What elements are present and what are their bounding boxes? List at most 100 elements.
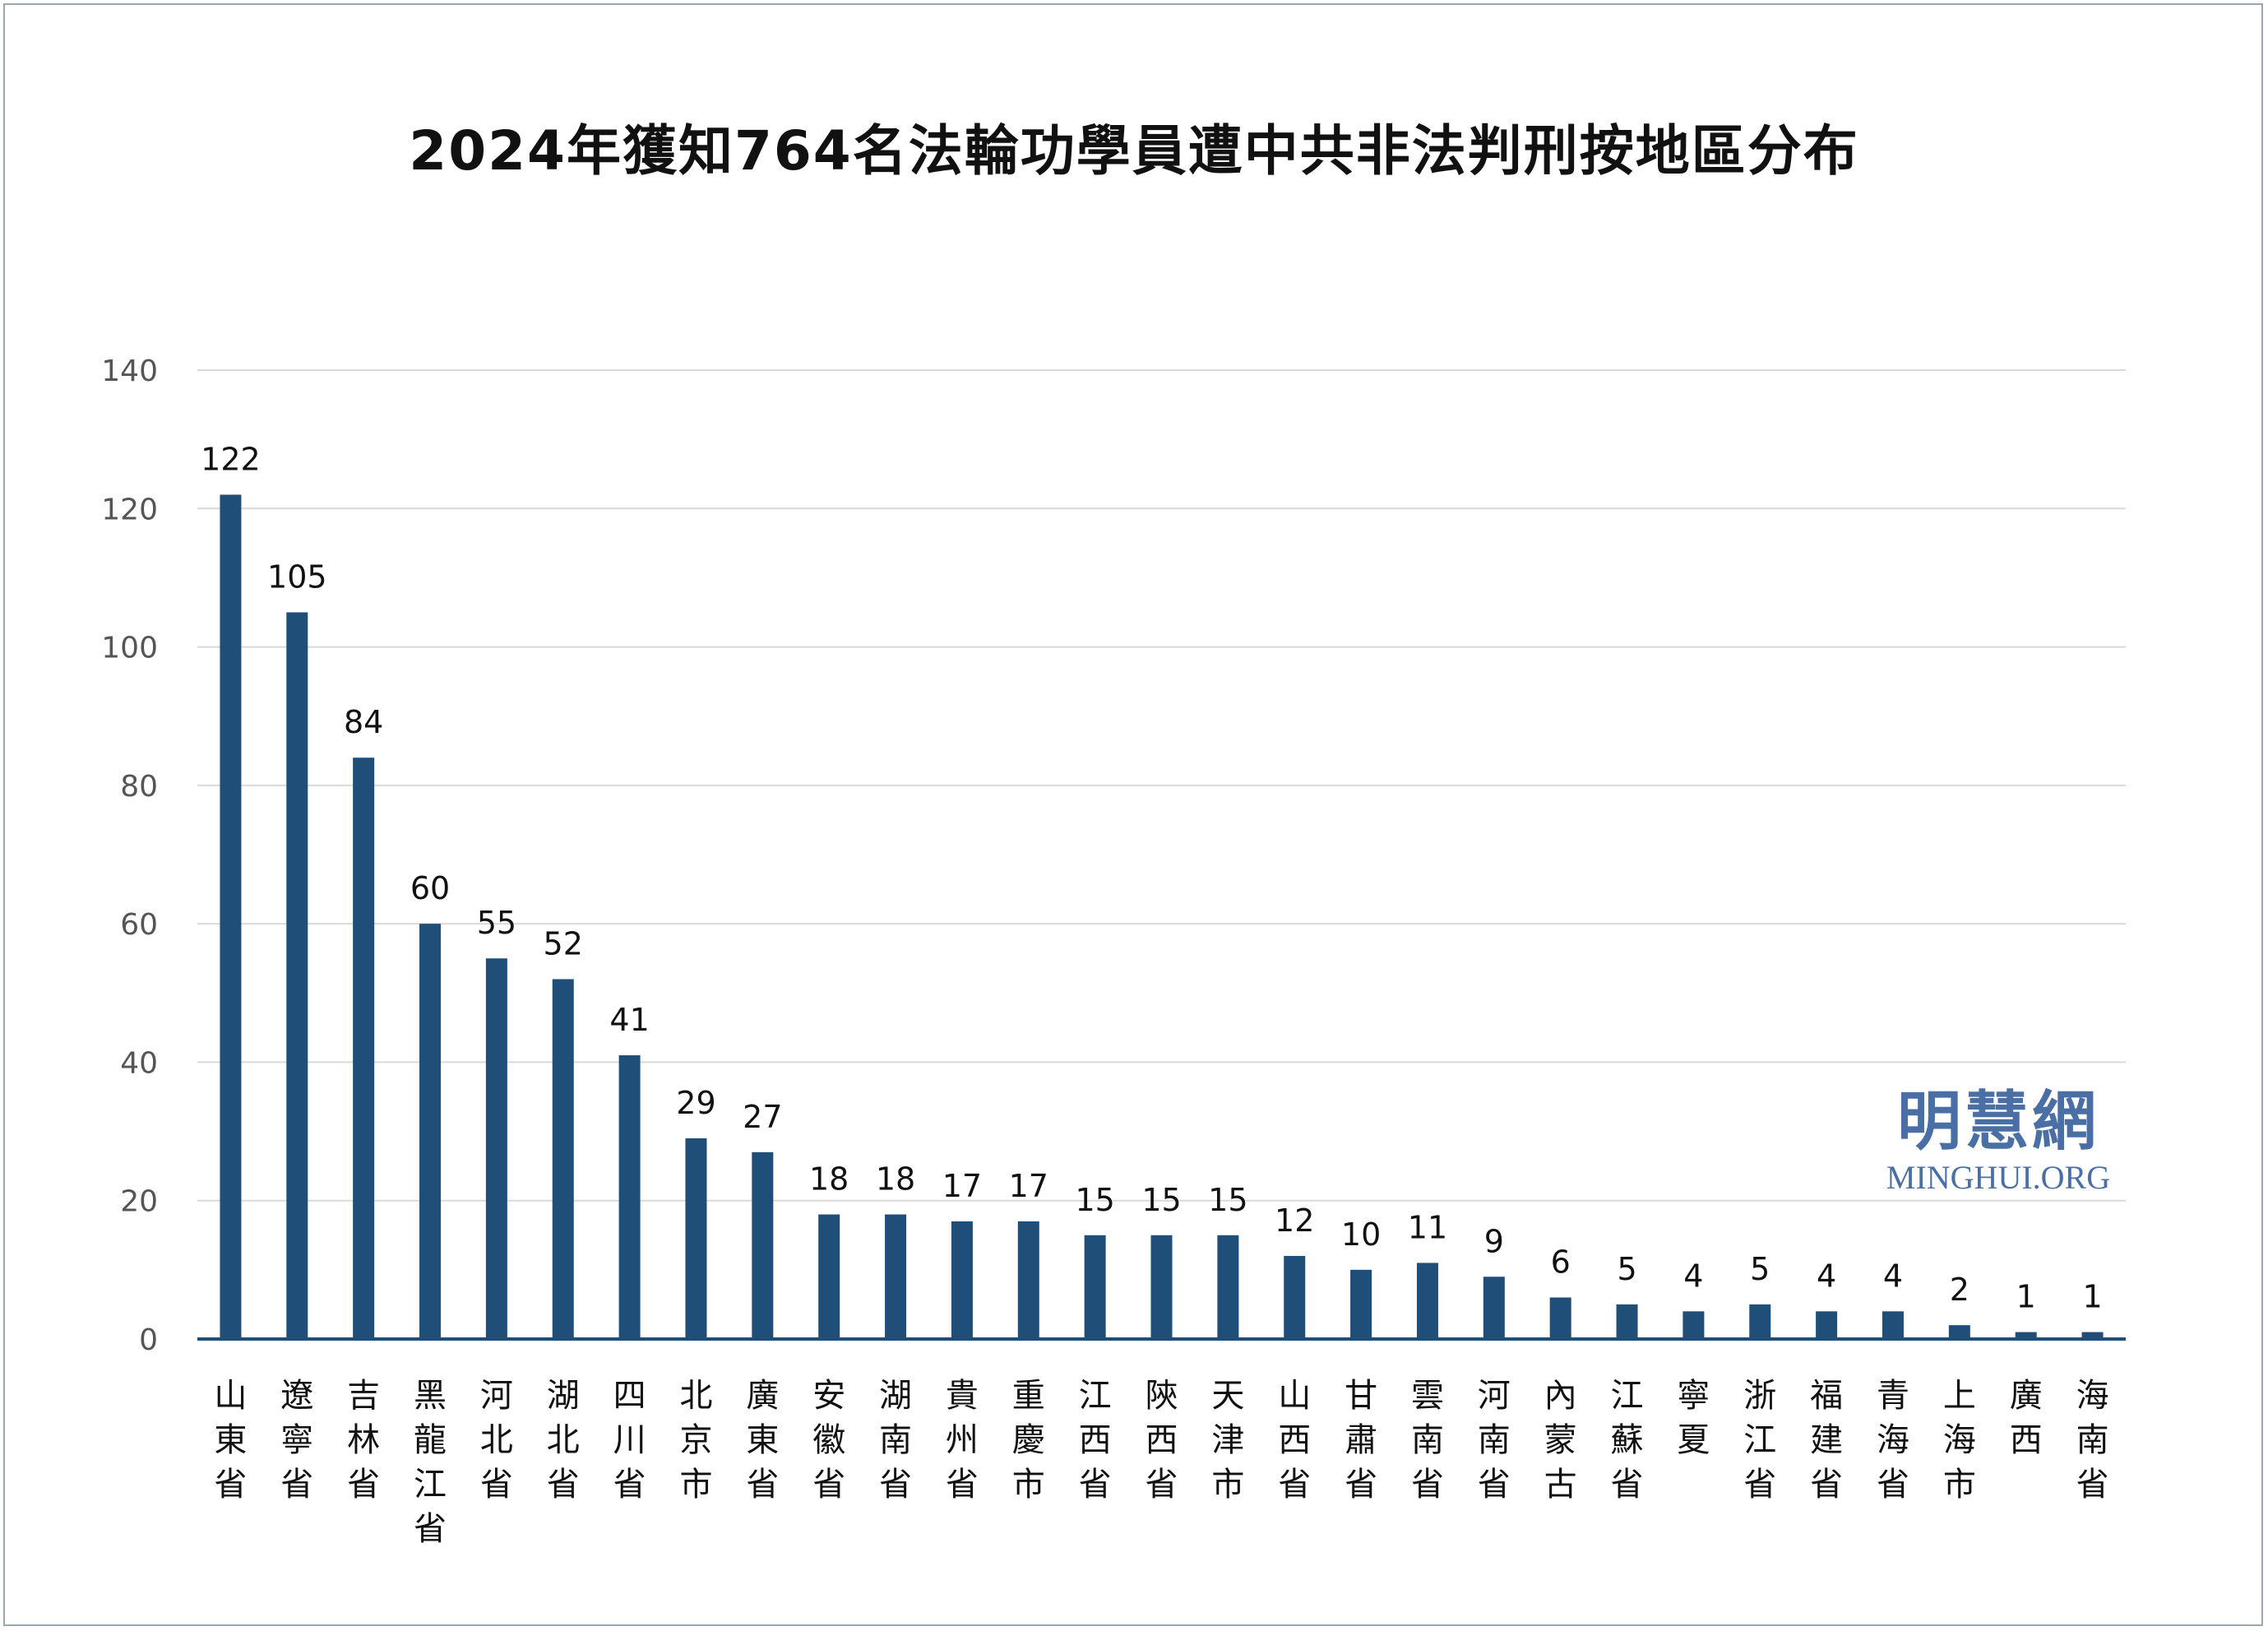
bar-28 (2015, 1332, 2037, 1339)
x-label-11-char-3: 省 (879, 1466, 912, 1504)
bar-23 (1682, 1311, 1705, 1339)
y-axis-ticks: 0 20 40 60 80 100 120 140 (101, 354, 158, 1357)
data-label-16: 15 (1208, 1182, 1247, 1218)
x-label-29-char-3: 省 (2076, 1466, 2109, 1504)
gridlines (197, 369, 2126, 1202)
x-label-5-char-3: 省 (480, 1466, 513, 1504)
x-label-5-char-2: 北 (480, 1421, 513, 1459)
x-label-6-char-3: 省 (547, 1466, 580, 1504)
bar-29 (2081, 1332, 2104, 1339)
data-label-18: 10 (1341, 1216, 1381, 1253)
x-axis-labels: 山東省遼寧省吉林省黑龍江省河北省湖北省四川省北京市廣東省安徽省湖南省貴州省重慶市… (214, 1377, 2108, 1548)
data-label-23: 4 (1683, 1258, 1703, 1294)
bar-21 (1549, 1297, 1571, 1339)
bar-12 (951, 1221, 973, 1339)
x-label-17-char-3: 省 (1278, 1466, 1311, 1504)
x-label-17-char-1: 山 (1278, 1377, 1311, 1415)
data-label-4: 60 (410, 870, 450, 906)
bars (220, 494, 2104, 1339)
x-label-19-char-3: 省 (1411, 1466, 1444, 1504)
x-label-1-char-2: 東 (214, 1421, 247, 1459)
bar-14 (1084, 1235, 1106, 1339)
x-label-27-char-3: 市 (1943, 1466, 1976, 1504)
data-label-14: 15 (1075, 1182, 1114, 1218)
chart-frame (3, 3, 2263, 1626)
x-label-12-char-1: 貴 (946, 1377, 979, 1415)
bar-5 (485, 958, 507, 1339)
data-label-13: 17 (1009, 1168, 1048, 1204)
x-label-9-char-2: 東 (746, 1421, 779, 1459)
x-label-25-char-3: 省 (1810, 1466, 1843, 1504)
x-label-10-char-1: 安 (812, 1377, 845, 1415)
minghui-logo: 明慧網 MINGHUI.ORG (1858, 1084, 2138, 1196)
x-label-19-char-1: 雲 (1411, 1377, 1444, 1415)
data-label-19: 11 (1408, 1209, 1447, 1245)
x-label-11-char-1: 湖 (879, 1377, 912, 1415)
logo-name-cn: 明慧網 (1896, 1084, 2099, 1159)
x-label-14-char-2: 西 (1079, 1421, 1112, 1459)
x-label-8-char-3: 市 (679, 1466, 712, 1504)
x-label-4-char-4: 省 (414, 1510, 447, 1548)
bar-24 (1749, 1304, 1771, 1339)
x-label-8-char-1: 北 (679, 1377, 712, 1415)
x-label-24-char-1: 浙 (1743, 1377, 1776, 1415)
x-label-2-char-3: 省 (280, 1466, 313, 1504)
y-tick-label-20: 20 (120, 1185, 158, 1219)
data-label-15: 15 (1141, 1182, 1181, 1218)
x-label-7-char-1: 四 (613, 1377, 646, 1415)
data-label-9: 27 (743, 1099, 782, 1135)
data-label-1: 122 (201, 441, 261, 477)
x-label-13-char-3: 市 (1012, 1466, 1045, 1504)
x-label-25-char-2: 建 (1810, 1421, 1843, 1459)
x-label-22-char-1: 江 (1611, 1377, 1644, 1415)
bar-7 (618, 1055, 641, 1339)
x-label-10-char-2: 徽 (812, 1421, 845, 1459)
x-label-6-char-1: 湖 (547, 1377, 580, 1415)
bar-13 (1017, 1221, 1039, 1339)
x-label-28-char-1: 廣 (2010, 1377, 2043, 1415)
data-label-28: 1 (2016, 1279, 2036, 1315)
bar-26 (1882, 1311, 1904, 1339)
x-label-26-char-2: 海 (1877, 1421, 1909, 1459)
y-tick-label-0: 0 (139, 1323, 158, 1357)
x-label-12-char-2: 州 (946, 1421, 979, 1459)
bar-20 (1483, 1277, 1505, 1339)
y-tick-label-60: 60 (120, 908, 158, 942)
y-tick-label-40: 40 (120, 1046, 158, 1080)
x-label-24-char-3: 省 (1743, 1466, 1776, 1504)
data-label-10: 18 (809, 1161, 849, 1198)
bar-15 (1150, 1235, 1173, 1339)
bar-6 (552, 979, 574, 1339)
x-label-9-char-3: 省 (746, 1466, 779, 1504)
logo-name-en: MINGHUI.ORG (1886, 1159, 2111, 1196)
x-label-16-char-3: 市 (1211, 1466, 1244, 1504)
bar-22 (1616, 1304, 1638, 1339)
x-label-15-char-2: 西 (1146, 1421, 1178, 1459)
x-label-22-char-2: 蘇 (1611, 1421, 1644, 1459)
x-label-13-char-1: 重 (1012, 1377, 1045, 1415)
x-label-13-char-2: 慶 (1012, 1421, 1045, 1459)
data-label-22: 5 (1617, 1251, 1636, 1287)
data-label-6: 52 (544, 925, 583, 961)
x-label-26-char-1: 青 (1877, 1377, 1909, 1415)
x-label-4-char-2: 龍 (414, 1421, 447, 1459)
x-label-1-char-1: 山 (214, 1377, 247, 1415)
bar-18 (1350, 1269, 1372, 1339)
x-label-4-char-1: 黑 (414, 1377, 447, 1415)
x-label-3-char-1: 吉 (347, 1377, 380, 1415)
bar-3 (353, 758, 375, 1339)
x-label-2-char-1: 遼 (280, 1377, 313, 1415)
data-label-5: 55 (477, 905, 516, 941)
data-label-17: 12 (1275, 1202, 1314, 1239)
data-label-3: 84 (344, 704, 383, 740)
data-label-21: 6 (1551, 1244, 1571, 1281)
x-label-8-char-2: 京 (679, 1421, 712, 1459)
x-label-24-char-2: 江 (1743, 1421, 1776, 1459)
x-label-19-char-2: 南 (1411, 1421, 1444, 1459)
x-label-28-char-2: 西 (2010, 1421, 2043, 1459)
x-label-15-char-3: 省 (1146, 1466, 1178, 1504)
x-label-16-char-2: 津 (1211, 1421, 1244, 1459)
data-label-27: 2 (1950, 1272, 1969, 1308)
x-label-18-char-3: 省 (1345, 1466, 1377, 1504)
